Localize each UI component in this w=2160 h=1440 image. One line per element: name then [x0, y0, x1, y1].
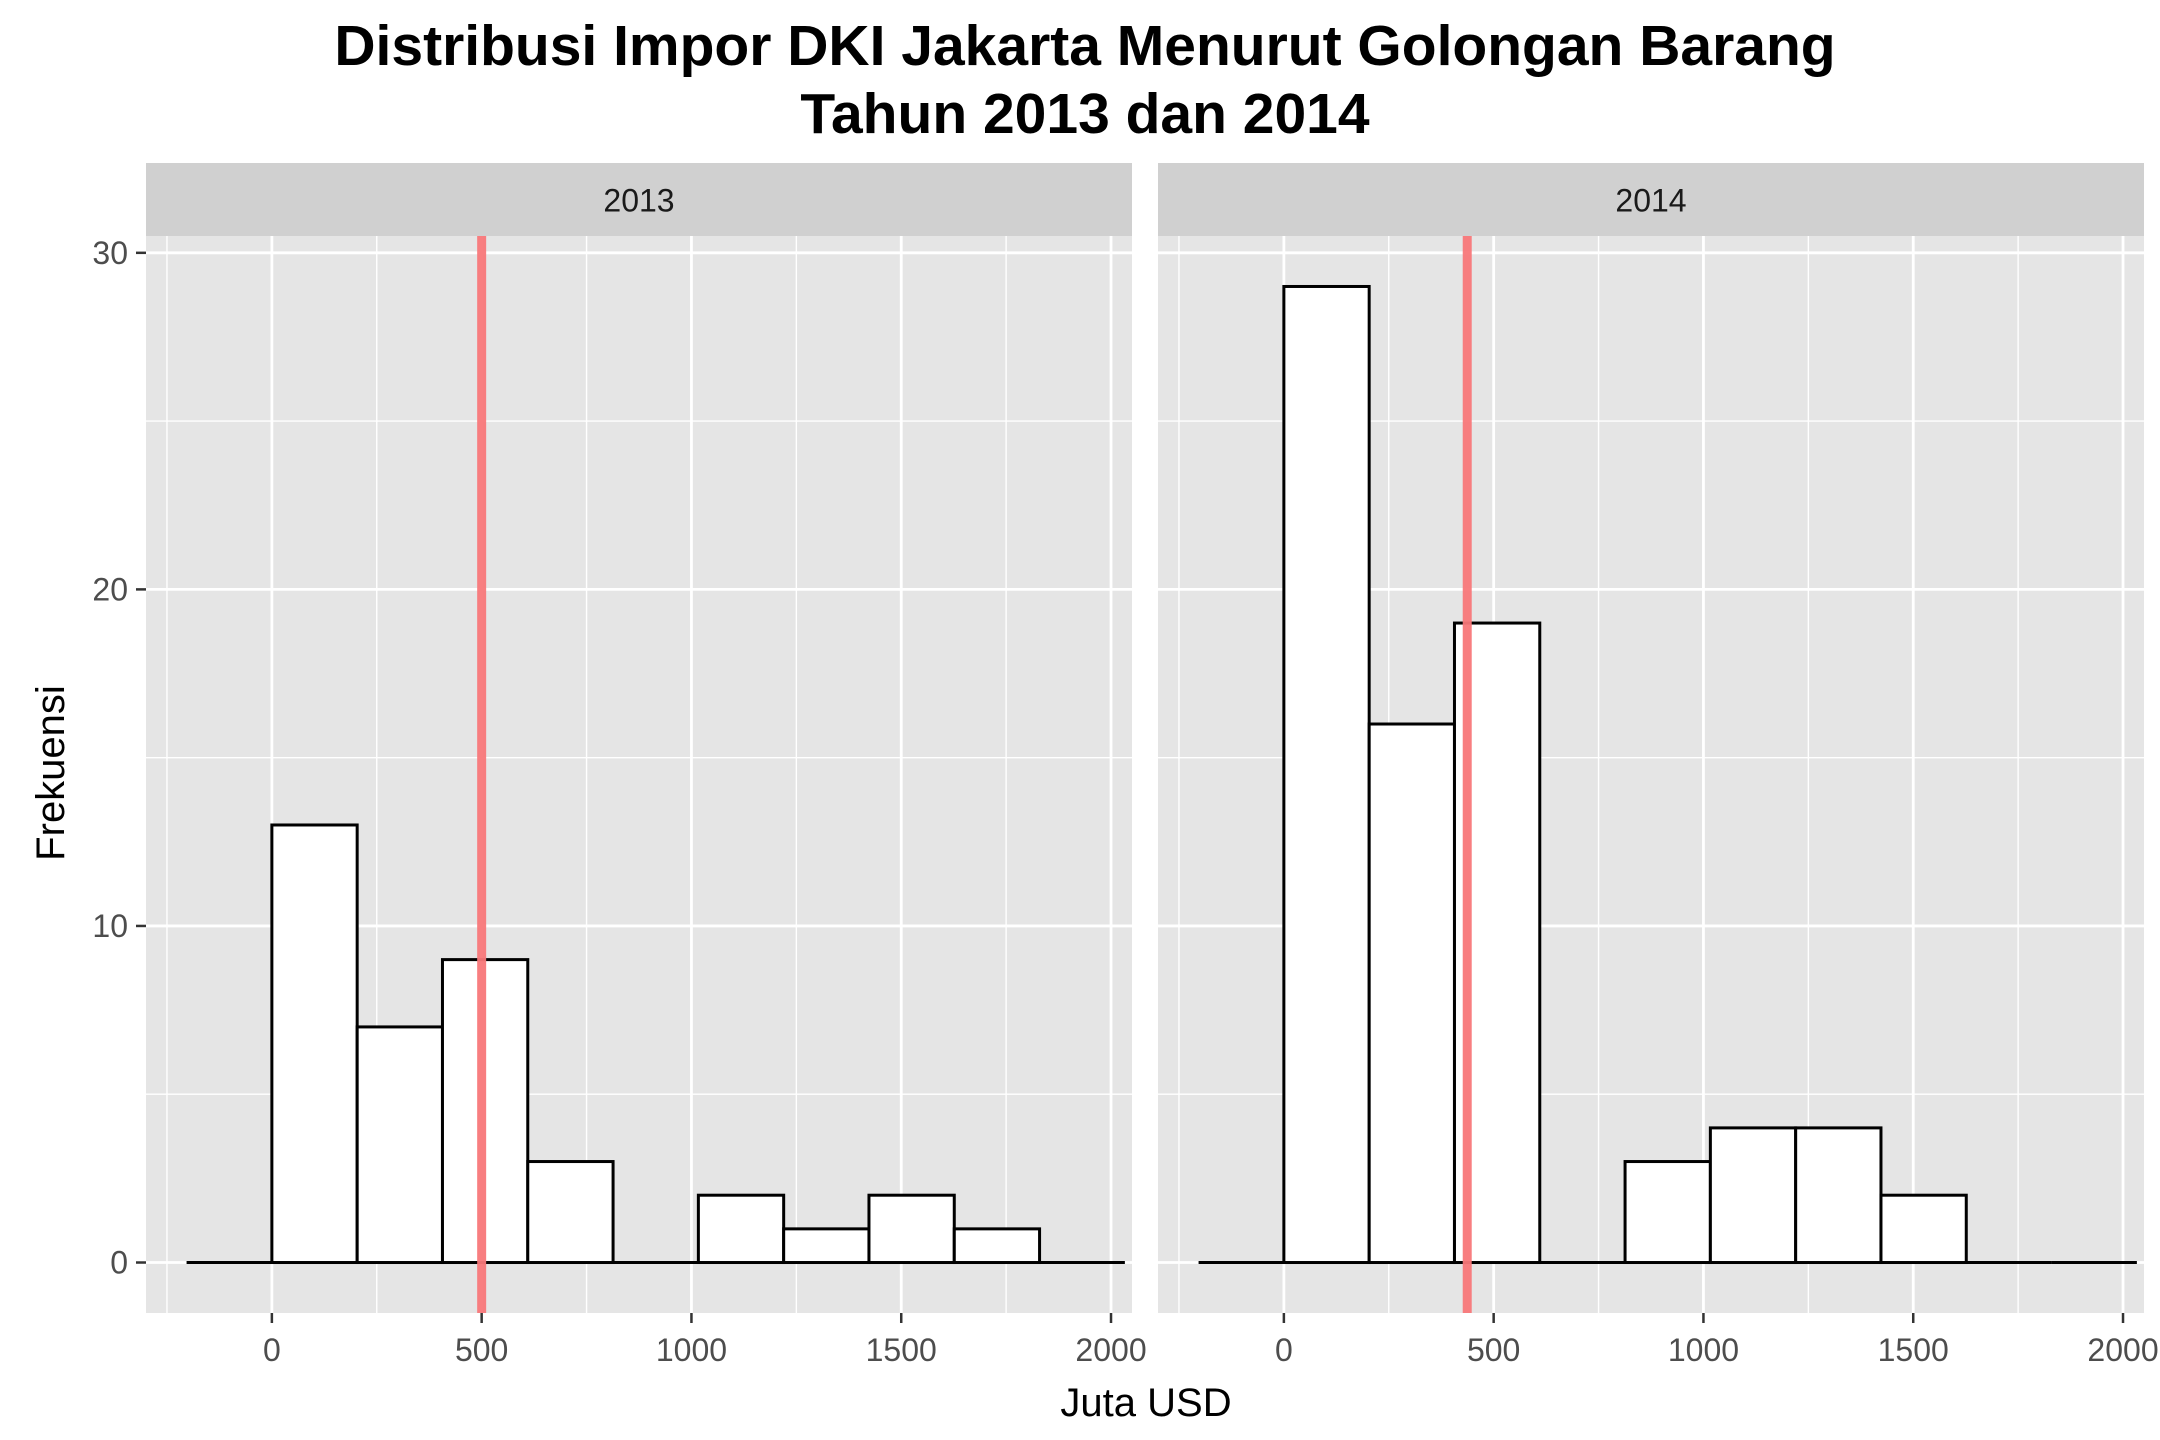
x-tick-label: 500 — [455, 1332, 508, 1368]
x-axis-title: Juta USD — [1060, 1381, 1231, 1425]
y-tick-label: 0 — [110, 1245, 128, 1281]
histogram-bar — [867, 1193, 956, 1265]
chart-title-line-1: Distribusi Impor DKI Jakarta Menurut Gol… — [334, 14, 1835, 78]
histogram-bar — [526, 1160, 615, 1265]
chart-title-line-2: Tahun 2013 dan 2014 — [800, 82, 1369, 146]
histogram-bar — [696, 1193, 786, 1265]
histogram-bar — [1623, 1160, 1712, 1265]
x-tick-label: 1000 — [656, 1332, 727, 1368]
histogram-bar — [1794, 1126, 1883, 1265]
x-tick-label: 2000 — [1075, 1332, 1146, 1368]
facet-panel-2014: 2014 0 500 1000 1500 2000 — [1158, 163, 2159, 1368]
x-tick-label: 2000 — [2087, 1332, 2158, 1368]
facet-strip — [146, 163, 1132, 236]
histogram-bar — [952, 1227, 1042, 1265]
x-tick-label: 1500 — [1878, 1332, 1949, 1368]
facet-strip-label: 2013 — [603, 183, 674, 219]
x-tick-label: 500 — [1467, 1332, 1520, 1368]
facet-panels: 2013 0 500 1000 1500 2000 0 10 20 30 2014 0 500 1000 1… — [92, 163, 2159, 1368]
x-tick-label: 1500 — [866, 1332, 937, 1368]
histogram-bar — [355, 1025, 444, 1265]
facet-panel-2013: 2013 0 500 1000 1500 2000 0 10 20 30 — [92, 163, 1147, 1368]
x-tick-label: 0 — [1275, 1332, 1293, 1368]
histogram-bar — [1879, 1193, 1968, 1265]
facet-strip — [1158, 163, 2144, 236]
y-tick-label: 30 — [92, 235, 128, 271]
x-tick-label: 1000 — [1668, 1332, 1739, 1368]
histogram-bar — [782, 1227, 871, 1265]
histogram-bar — [1282, 284, 1371, 1265]
histogram-bar — [1367, 722, 1456, 1265]
x-tick-label: 0 — [263, 1332, 281, 1368]
histogram-bar — [270, 823, 359, 1265]
y-tick-label: 20 — [92, 571, 128, 607]
facet-strip-label: 2014 — [1615, 183, 1686, 219]
y-axis-title: Frekuensi — [29, 685, 73, 861]
y-tick-label: 10 — [92, 908, 128, 944]
histogram-bar — [1708, 1126, 1798, 1265]
